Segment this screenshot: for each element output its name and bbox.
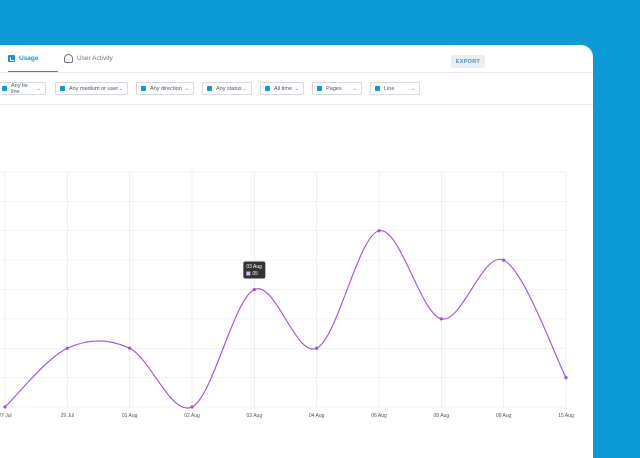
x-tick-label: 04 Aug: [309, 413, 325, 419]
filter-pages-label: Pages: [326, 85, 342, 92]
x-tick-label: 06 Aug: [371, 413, 387, 419]
data-point[interactable]: [65, 346, 69, 350]
filter-time-label: All time: [274, 85, 293, 92]
x-tick-label: 27 Jul: [0, 413, 12, 419]
data-point[interactable]: [128, 346, 132, 350]
usage-line-chart: 27 Jul 29 Jul 01 Aug 02 Aug 03 Aug 04 Aug 06 A…: [0, 171, 574, 419]
filter-tie-line-label: Any tie line: [11, 82, 28, 95]
direction-icon: [141, 86, 146, 91]
tab-usage[interactable]: Usage: [8, 45, 58, 72]
filter-tie-line[interactable]: Any tie line ⌄: [0, 82, 46, 95]
usage-panel: Usage User Activity EXPORT Any tie line …: [0, 45, 593, 458]
chevron-down-icon: ⌄: [36, 85, 41, 92]
chart-grid: [0, 171, 567, 408]
tab-user-activity-label: User Activity: [77, 55, 113, 62]
data-point[interactable]: [377, 229, 381, 233]
filter-direction-label: Any direction: [150, 85, 182, 92]
data-point[interactable]: [439, 317, 443, 321]
filter-medium-user-label: Any medium or user: [69, 85, 119, 92]
x-tick-label: 29 Jul: [61, 413, 74, 419]
data-point[interactable]: [3, 405, 7, 409]
tab-user-activity[interactable]: User Activity: [64, 45, 113, 72]
chevron-down-icon: ⌄: [410, 85, 415, 92]
filter-status[interactable]: Any status ⌄: [202, 82, 252, 95]
filter-icon: [60, 86, 65, 91]
filter-chart-type[interactable]: Line ⌄: [370, 82, 420, 95]
tab-usage-label: Usage: [19, 54, 39, 62]
data-point[interactable]: [502, 258, 506, 262]
filter-medium-user[interactable]: Any medium or user ⌄: [55, 82, 128, 95]
tooltip-value: 05: [252, 271, 258, 277]
calendar-icon: [265, 86, 270, 91]
tooltip-swatch: [246, 271, 251, 276]
usage-series-line: [4, 230, 567, 409]
tooltip-category: 03 Aug: [246, 264, 262, 270]
x-tick-label: 03 Aug: [247, 413, 263, 419]
x-tick-label: 02 Aug: [184, 413, 200, 419]
data-point[interactable]: [564, 376, 568, 380]
chevron-down-icon: ⌄: [118, 85, 123, 92]
data-point[interactable]: [315, 346, 319, 350]
filter-direction[interactable]: Any direction ⌄: [136, 82, 194, 95]
status-icon: [207, 86, 212, 91]
chevron-down-icon: ⌄: [242, 85, 247, 92]
x-tick-label: 15 Aug: [558, 413, 574, 419]
pages-icon: [317, 86, 322, 91]
export-button[interactable]: EXPORT: [451, 55, 485, 68]
x-tick-label: 08 Aug: [434, 413, 450, 419]
filter-chart-type-label: Line: [384, 85, 395, 92]
usage-series-points: [3, 229, 568, 409]
filter-status-label: Any status: [216, 85, 242, 92]
x-tick-label: 01 Aug: [122, 413, 138, 419]
filter-icon: [2, 86, 7, 91]
chevron-down-icon: ⌄: [294, 85, 299, 92]
filter-pages[interactable]: Pages ⌄: [312, 82, 362, 95]
chevron-down-icon: ⌄: [184, 85, 189, 92]
x-axis-ticks: 27 Jul 29 Jul 01 Aug 02 Aug 03 Aug 04 Aug 06 A…: [0, 413, 574, 419]
tab-bar: Usage User Activity EXPORT: [0, 45, 593, 73]
chevron-down-icon: ⌄: [352, 85, 357, 92]
filter-time[interactable]: All time ⌄: [260, 82, 304, 95]
data-point[interactable]: [252, 287, 256, 292]
filter-bar: Any tie line ⌄ Any medium or user ⌄ Any …: [0, 73, 593, 105]
bar-chart-icon: [8, 54, 15, 62]
chart-type-icon: [375, 86, 380, 91]
data-point[interactable]: [190, 405, 194, 409]
x-tick-label: 09 Aug: [496, 413, 512, 419]
user-icon: [64, 54, 73, 63]
